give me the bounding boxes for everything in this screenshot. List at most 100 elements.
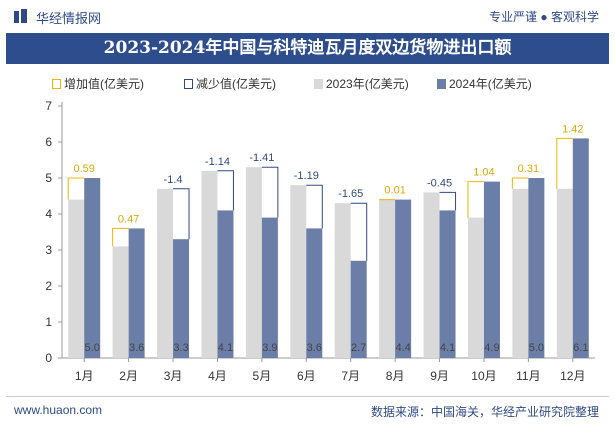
change-label: -1.19: [294, 170, 319, 182]
legend-decrease-swatch: [184, 79, 193, 89]
change-label: 0.59: [73, 163, 94, 175]
legend-decrease: 减少值(亿美元): [184, 75, 276, 92]
change-label: -1.65: [338, 188, 363, 200]
bar-2024: [395, 199, 412, 358]
change-label: 0.47: [118, 213, 139, 225]
increase-bracket: [67, 177, 85, 200]
legend-2024-label: 2024年(亿美元): [449, 77, 532, 91]
title-bar: 2023-2024年中国与科特迪瓦月度双边货物进出口额: [6, 33, 609, 64]
decrease-bracket: [173, 188, 190, 240]
decrease-bracket: [217, 170, 234, 211]
top-bar: 华经情报网 专业严谨 ● 客观科学: [0, 0, 615, 32]
bar-2023: [379, 199, 396, 358]
bar-2024: [483, 181, 500, 358]
change-label: -1.41: [249, 152, 274, 164]
x-tick-label: 9月: [430, 369, 449, 383]
decrease-bracket: [350, 202, 368, 261]
change-label: 1.42: [562, 123, 583, 135]
x-tick-label: 2月: [119, 369, 138, 383]
increase-bracket: [511, 177, 529, 189]
x-tick-label: 5月: [253, 369, 272, 383]
x-tick-label: 3月: [164, 369, 183, 383]
bar-2024-value-label: 4.4: [395, 342, 410, 354]
bar-2024: [306, 228, 323, 358]
bar-2024-value-label: 3.3: [173, 342, 188, 354]
y-tick-label: 5: [45, 171, 52, 185]
x-tick-label: 8月: [386, 369, 405, 383]
chart-title: 2023-2024年中国与科特迪瓦月度双边货物进出口额: [103, 38, 512, 58]
bar-2024: [261, 217, 278, 358]
x-tick-label: 6月: [297, 369, 316, 383]
bar-2023: [512, 188, 529, 358]
x-tick-label: 7月: [341, 369, 360, 383]
bar-2024-value-label: 4.1: [440, 342, 455, 354]
change-label: 1.04: [473, 167, 494, 179]
legend-increase-swatch: [52, 79, 61, 89]
bar-2024: [439, 210, 456, 358]
y-tick-label: 1: [45, 315, 52, 329]
bar-2024-value-label: 3.9: [262, 342, 277, 354]
bar-2024-value-label: 6.1: [573, 342, 588, 354]
bar-2023: [68, 199, 85, 358]
bar-2023: [201, 170, 218, 358]
y-tick-label: 4: [45, 207, 52, 221]
y-tick-label: 3: [45, 243, 52, 257]
x-tick-label: 1月: [75, 369, 94, 383]
y-tick-label: 6: [45, 135, 52, 149]
bar-2024: [572, 138, 589, 358]
bar-2024: [128, 228, 145, 358]
increase-bracket: [467, 181, 484, 218]
footer-source: 数据来源：中国海关，华经产业研究院整理: [370, 405, 599, 419]
bar-2024-value-label: 3.6: [307, 342, 322, 354]
bar-2024: [350, 260, 367, 358]
bar-2024-value-label: 4.9: [484, 342, 499, 354]
legend-increase-label: 增加值(亿美元): [64, 77, 144, 91]
change-label: -1.14: [205, 156, 230, 168]
legend-2024-swatch: [437, 79, 446, 89]
legend-decrease-label: 减少值(亿美元): [196, 77, 276, 91]
legend-2023: 2023年(亿美元): [314, 75, 409, 92]
decrease-bracket: [306, 184, 323, 229]
increase-bracket: [556, 137, 573, 189]
bar-2023: [245, 167, 262, 358]
bar-2023: [556, 188, 573, 358]
increase-bracket: [112, 227, 129, 247]
bar-2024-value-label: 5.0: [85, 342, 100, 354]
footer-website: www.huaon.com: [14, 403, 103, 417]
bar-2024: [84, 178, 101, 358]
bar-2024: [217, 210, 234, 358]
bar-2023: [423, 192, 440, 358]
change-label: -1.4: [164, 174, 183, 186]
legend-2024: 2024年(亿美元): [437, 75, 532, 92]
bar-2024: [173, 239, 190, 358]
logo-icon: [14, 9, 28, 23]
change-label: 0.01: [384, 185, 405, 197]
bar-2024: [528, 178, 545, 358]
bar-2024-value-label: 4.1: [218, 342, 233, 354]
bar-2024-value-label: 2.7: [351, 342, 366, 354]
legend-2023-label: 2023年(亿美元): [326, 77, 409, 91]
y-tick-label: 2: [45, 279, 52, 293]
brand-name: 华经情报网: [36, 11, 102, 26]
x-tick-label: 4月: [208, 369, 227, 383]
bar-2023: [157, 188, 174, 358]
slogan: 专业严谨 ● 客观科学: [489, 10, 599, 24]
bar-2023: [467, 217, 484, 358]
decrease-bracket: [261, 166, 279, 218]
bar-2023: [334, 203, 351, 358]
change-label: 0.31: [518, 163, 539, 175]
bar-2023: [112, 246, 129, 358]
decrease-bracket: [439, 191, 457, 211]
legend-increase: 增加值(亿美元): [52, 75, 144, 92]
footer-divider: [6, 396, 609, 397]
x-tick-label: 10月: [471, 369, 496, 383]
y-tick-label: 7: [45, 99, 52, 113]
bar-2024-value-label: 3.6: [129, 342, 144, 354]
bar-chart: 0 1 2 3 4 5 6 7 0.59 5.0 1月 0.47 3.6 2月 -1.4 3.3 3月 -1.14…: [45, 99, 595, 383]
x-tick-label: 11月: [516, 369, 540, 383]
change-label: -0.45: [427, 177, 452, 189]
legend-2023-swatch: [314, 79, 323, 89]
x-tick-label: 12月: [560, 369, 585, 383]
bar-2023: [290, 185, 307, 358]
y-tick-label: 0: [45, 351, 52, 365]
